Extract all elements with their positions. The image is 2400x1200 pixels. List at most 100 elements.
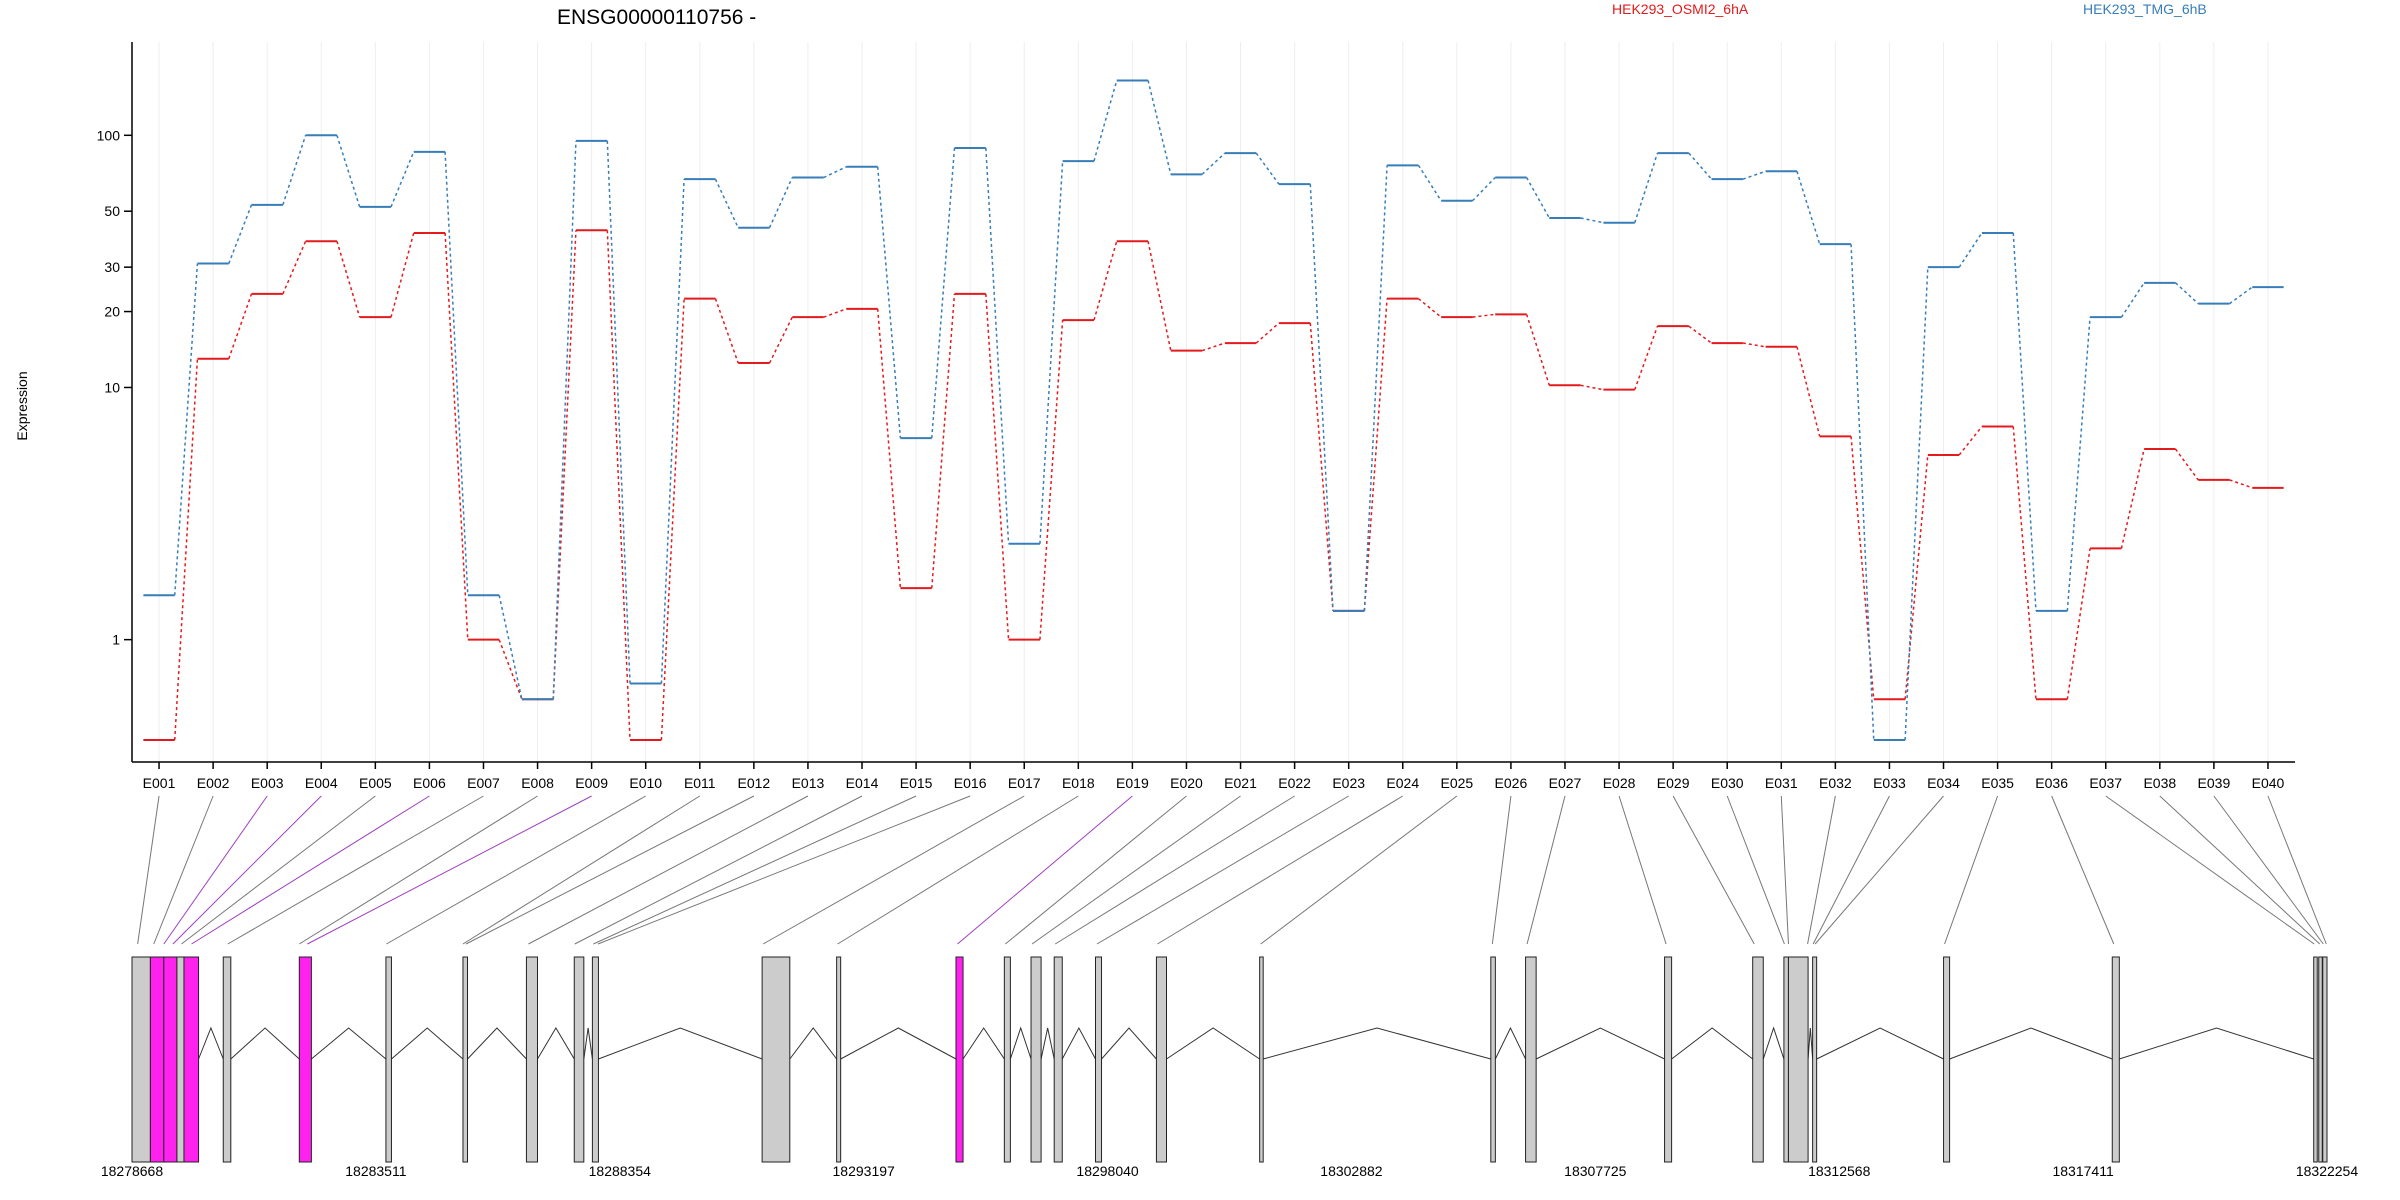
x-tick-label-e032: E032 xyxy=(1819,775,1852,791)
coordinate-tick-label: 18322254 xyxy=(2296,1163,2359,1179)
connector-e012 xyxy=(465,795,755,945)
legend-entry-tmg: HEK293_TMG_6hB xyxy=(2083,1,2207,17)
x-tick-label-e002: E002 xyxy=(197,775,230,791)
x-tick-label-e022: E022 xyxy=(1278,775,1311,791)
exon-block-25 xyxy=(1752,956,1764,1163)
intron-line xyxy=(583,1027,593,1060)
connector-e003 xyxy=(163,795,268,945)
x-tick-label-e012: E012 xyxy=(738,775,771,791)
y-tick-label: 50 xyxy=(104,203,120,219)
x-tick-label-e039: E039 xyxy=(2198,775,2231,791)
coordinate-tick-label: 18298040 xyxy=(1076,1163,1139,1179)
x-tick-label-e025: E025 xyxy=(1440,775,1473,791)
intron-line xyxy=(1762,1026,1785,1060)
series-1-connector-path xyxy=(173,230,2253,741)
coordinate-tick-label: 18317411 xyxy=(2052,1163,2113,1179)
exon-block-20 xyxy=(1155,956,1167,1163)
connector-e008 xyxy=(299,795,538,945)
exon-block-18 xyxy=(1053,956,1063,1163)
coordinate-tick-label: 18293197 xyxy=(833,1163,896,1179)
exon-block-26 xyxy=(1783,956,1789,1163)
x-tick-label-e008: E008 xyxy=(521,775,554,791)
intron-line xyxy=(2119,1027,2314,1060)
exon-block-27 xyxy=(1787,956,1809,1163)
exon-block-17 xyxy=(1030,956,1042,1163)
intron-line xyxy=(1494,1026,1527,1060)
connector-e010 xyxy=(386,795,646,945)
y-tick-label: 10 xyxy=(104,379,120,395)
x-tick-label-e016: E016 xyxy=(954,775,987,791)
exon-block-3 xyxy=(163,956,178,1163)
connector-e011 xyxy=(462,795,701,945)
chart-title: ENSG00000110756 - xyxy=(557,6,756,29)
x-tick-label-e027: E027 xyxy=(1549,775,1582,791)
intron-line xyxy=(391,1027,464,1060)
x-tick-label-e004: E004 xyxy=(305,775,338,791)
connector-e030 xyxy=(1726,795,1785,945)
x-tick-label-e011: E011 xyxy=(684,775,716,791)
exon-block-24 xyxy=(1664,956,1673,1163)
intron-line xyxy=(1166,1027,1260,1060)
connector-e013 xyxy=(528,795,809,945)
x-tick-label-e026: E026 xyxy=(1495,775,1528,791)
exon-block-23 xyxy=(1525,956,1537,1163)
exon-block-10 xyxy=(525,956,539,1163)
exon-block-15 xyxy=(955,956,964,1163)
exon-block-29 xyxy=(1943,956,1951,1163)
x-tick-label-e029: E029 xyxy=(1657,775,1690,791)
intron-line xyxy=(840,1027,957,1060)
x-tick-label-e009: E009 xyxy=(575,775,608,791)
series-2-connector-path xyxy=(173,80,2253,741)
coordinate-tick-label: 18312568 xyxy=(1808,1163,1871,1179)
y-axis-label: Expression xyxy=(14,371,30,440)
y-axis: 1 10 20 30 50 100 xyxy=(97,42,133,762)
coordinate-tick-label: 18288354 xyxy=(589,1163,652,1179)
x-tick-label-e019: E019 xyxy=(1116,775,1149,791)
coordinate-tick-label: 18307725 xyxy=(1564,1163,1627,1179)
exon-block-1 xyxy=(131,956,151,1163)
connector-e027 xyxy=(1526,795,1566,945)
connector-e016 xyxy=(597,795,971,945)
series-2 xyxy=(143,79,2284,741)
connector-e040 xyxy=(2267,795,2327,945)
exon-block-6 xyxy=(222,956,232,1163)
connector-e018 xyxy=(837,795,1079,945)
connector-e038 xyxy=(2159,795,2321,945)
connector-e033 xyxy=(1812,795,1890,945)
exon-block-31 xyxy=(2313,956,2318,1163)
intron-line xyxy=(1535,1027,1665,1060)
connector-e031 xyxy=(1780,795,1789,945)
x-tick-label-e033: E033 xyxy=(1873,775,1906,791)
connector-e005 xyxy=(181,795,376,945)
connector-e039 xyxy=(2213,795,2324,945)
connector-e006 xyxy=(191,795,430,945)
exon-block-32 xyxy=(2318,956,2323,1163)
intron-line xyxy=(1101,1027,1157,1060)
x-tick-label-e031: E031 xyxy=(1765,775,1798,791)
connector-e001 xyxy=(137,795,160,945)
y-tick-label: 20 xyxy=(104,304,120,320)
intron-line xyxy=(1040,1027,1055,1060)
connector-e020 xyxy=(1005,795,1187,945)
coordinate-tick-label: 18283511 xyxy=(345,1163,406,1179)
y-tick-label: 1 xyxy=(112,632,120,648)
connector-e007 xyxy=(227,795,484,945)
intron-line xyxy=(1263,1027,1491,1060)
connector-e022 xyxy=(1054,795,1295,945)
connector-e028 xyxy=(1618,795,1667,945)
intron-line xyxy=(1807,1027,1814,1060)
expression-lines xyxy=(143,79,2284,741)
connector-e036 xyxy=(2051,795,2115,945)
connector-e015 xyxy=(593,795,917,945)
coordinate-tick-label: 18278668 xyxy=(101,1163,164,1179)
x-tick-label-e037: E037 xyxy=(2089,775,2122,791)
y-tick-label: 100 xyxy=(97,127,121,143)
coordinate-tick-label: 18302882 xyxy=(1320,1163,1383,1179)
intron-line xyxy=(962,1027,1005,1060)
connector-e004 xyxy=(172,795,322,945)
x-tick-label-e010: E010 xyxy=(629,775,662,791)
exon-block-21 xyxy=(1259,956,1264,1163)
connector-e014 xyxy=(574,795,863,945)
y-tick-label: 30 xyxy=(104,259,120,275)
